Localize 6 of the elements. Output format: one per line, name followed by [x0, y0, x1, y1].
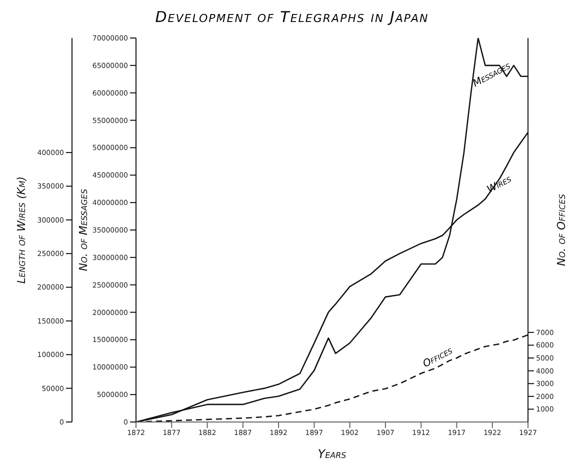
y3-axis-title: No. of Offices — [554, 194, 568, 266]
x-axis-title: Years — [318, 447, 346, 461]
chart-title: Development of Telegraphs in Japan — [154, 8, 430, 26]
y-axis-title: No. of Messages — [76, 188, 90, 272]
text: Wires — [485, 174, 514, 196]
y2-axis-title: Length of Wires (Km) — [14, 176, 28, 284]
